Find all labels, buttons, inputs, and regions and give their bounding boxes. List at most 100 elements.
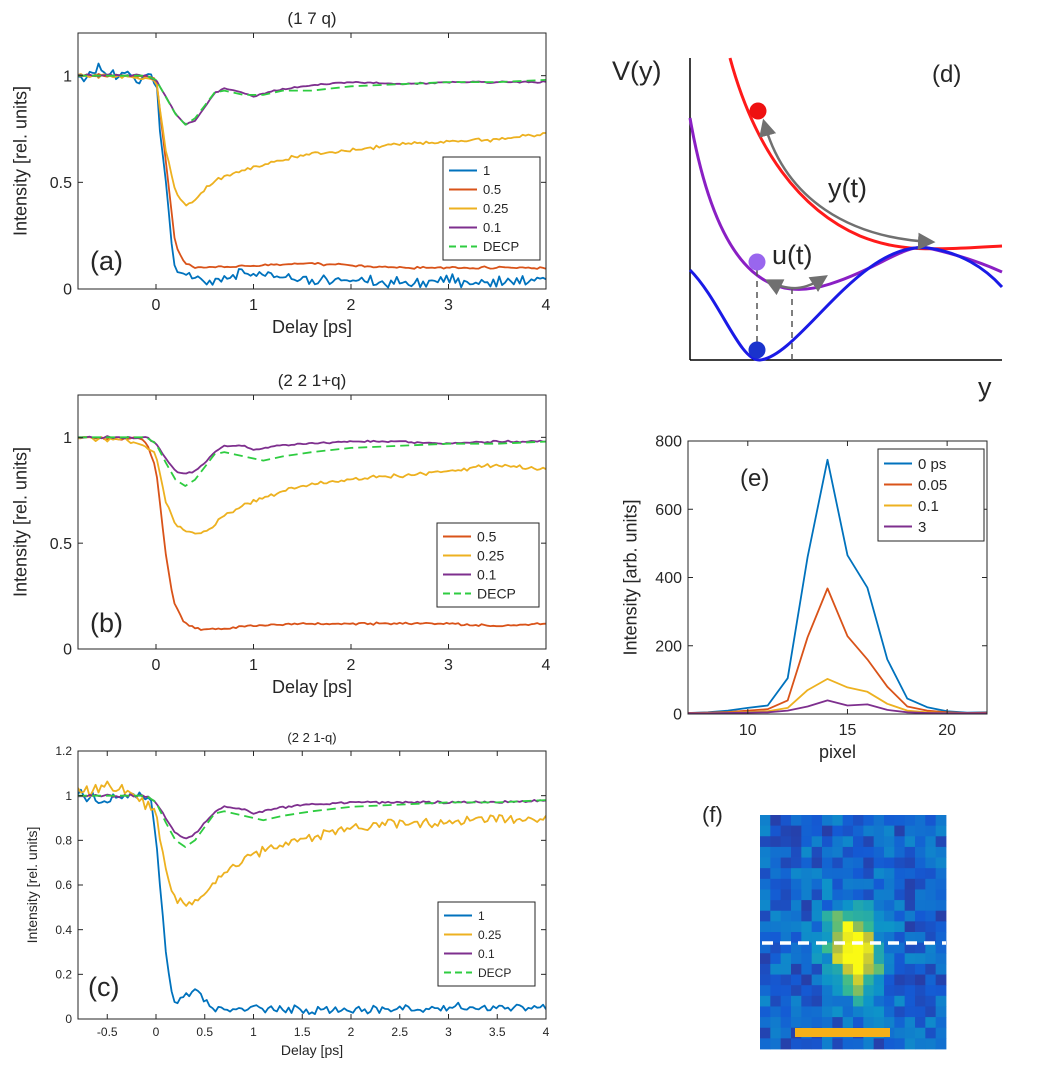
xlabel-b: Delay [ps] bbox=[272, 677, 352, 697]
series-line-b-0-25 bbox=[78, 436, 546, 535]
axes-frame-b bbox=[77, 394, 547, 650]
xtick-label-b: 4 bbox=[542, 657, 551, 674]
ytick-label-a: 1 bbox=[63, 68, 72, 85]
ylabel-e: Intensity [arb. units] bbox=[620, 499, 640, 655]
series-line-e-0-ps bbox=[688, 458, 987, 714]
legend-entry-c: DECP bbox=[478, 966, 511, 980]
chart-title-a: (1 7 q) bbox=[287, 9, 336, 28]
d-u-arrow bbox=[764, 275, 828, 296]
ylabel-a: Intensity [rel. units] bbox=[10, 86, 30, 236]
xtick-label-b: 2 bbox=[347, 657, 356, 674]
legend-entry-a: 0.1 bbox=[483, 220, 501, 235]
series-line-e-0-05 bbox=[688, 587, 987, 714]
legend-entry-a: 1 bbox=[483, 163, 490, 178]
series-line-c-DECP bbox=[78, 794, 546, 848]
ytick-label-c: 0 bbox=[65, 1012, 72, 1026]
ytick-label-e: 600 bbox=[655, 502, 682, 519]
series-line-a-1 bbox=[78, 62, 546, 289]
f-heatmap bbox=[760, 815, 947, 1050]
legend-entry-e: 3 bbox=[918, 519, 926, 536]
chart-title-c: (2 2 1-q) bbox=[287, 730, 336, 745]
series-line-c-1 bbox=[78, 788, 546, 1015]
xtick-label-e: 10 bbox=[739, 722, 757, 739]
legend-entry-c: 1 bbox=[478, 909, 485, 923]
legend-entry-b: 0.25 bbox=[477, 548, 504, 564]
series-line-b-0-5 bbox=[78, 436, 546, 631]
xtick-label-c: -0.5 bbox=[97, 1025, 118, 1039]
ytick-label-c: 1.2 bbox=[55, 744, 72, 758]
panel-d-diagram: V(y) (d) y(t) u(t) y bbox=[612, 56, 1004, 402]
xtick-label-c: 1 bbox=[250, 1025, 257, 1039]
ytick-label-a: 0 bbox=[63, 282, 72, 299]
xtick-label-e: 20 bbox=[938, 722, 956, 739]
legend-entry-a: DECP bbox=[483, 239, 519, 254]
ytick-label-c: 0.2 bbox=[55, 968, 72, 982]
series-line-a-0-1 bbox=[78, 73, 546, 126]
legend-e: 0 ps 0.05 0.1 3 bbox=[877, 448, 985, 542]
xtick-label-a: 2 bbox=[347, 297, 356, 314]
xtick-label-c: 3 bbox=[445, 1025, 452, 1039]
series-line-b-DECP bbox=[78, 436, 546, 487]
ytick-label-c: 1 bbox=[65, 789, 72, 803]
xtick-label-c: 3.5 bbox=[489, 1025, 506, 1039]
d-ut-label: u(t) bbox=[772, 240, 813, 270]
legend-entry-e: 0.1 bbox=[918, 498, 939, 515]
panel-label-b: (b) bbox=[90, 608, 123, 638]
ytick-label-b: 1 bbox=[63, 430, 72, 447]
legend-b: 0.5 0.25 0.1 DECP bbox=[436, 522, 540, 608]
xtick-label-b: 1 bbox=[249, 657, 258, 674]
d-y-label: y bbox=[978, 372, 992, 402]
d-vy-label: V(y) bbox=[612, 56, 662, 86]
ylabel-b: Intensity [rel. units] bbox=[10, 447, 30, 597]
chart-title-b: (2 2 1+q) bbox=[278, 371, 347, 390]
xtick-label-c: 0.5 bbox=[196, 1025, 213, 1039]
legend-entry-a: 0.25 bbox=[483, 201, 508, 216]
xtick-label-a: 3 bbox=[444, 297, 453, 314]
xtick-label-b: 3 bbox=[444, 657, 453, 674]
legend-entry-b: DECP bbox=[477, 586, 516, 602]
panel-label-e: (e) bbox=[740, 465, 769, 492]
panel-label-c: (c) bbox=[88, 972, 119, 1002]
xtick-label-a: 0 bbox=[152, 297, 161, 314]
xtick-label-c: 0 bbox=[153, 1025, 160, 1039]
f-scale-bar bbox=[795, 1028, 890, 1037]
ytick-label-c: 0.8 bbox=[55, 834, 72, 848]
xtick-label-c: 4 bbox=[543, 1025, 550, 1039]
ytick-label-c: 0.6 bbox=[55, 878, 72, 892]
legend-c: 1 0.25 0.1 DECP bbox=[437, 901, 536, 987]
legend-entry-b: 0.5 bbox=[477, 529, 497, 545]
d-blue-dot bbox=[748, 341, 766, 359]
ytick-label-b: 0 bbox=[63, 642, 72, 659]
legend-entry-e: 0 ps bbox=[918, 456, 946, 473]
series-line-c-0-25 bbox=[78, 780, 546, 907]
legend-entry-c: 0.25 bbox=[478, 928, 502, 942]
xtick-label-b: 0 bbox=[152, 657, 161, 674]
series-line-a-DECP bbox=[78, 74, 546, 126]
ytick-label-e: 0 bbox=[673, 707, 682, 724]
f-panel-label: (f) bbox=[702, 802, 723, 827]
axes-frame-a bbox=[77, 32, 547, 290]
series-line-a-0-25 bbox=[78, 73, 546, 207]
xtick-label-c: 1.5 bbox=[294, 1025, 311, 1039]
ytick-label-b: 0.5 bbox=[50, 536, 72, 553]
xtick-label-a: 1 bbox=[249, 297, 258, 314]
ytick-label-e: 200 bbox=[655, 638, 682, 655]
xtick-label-c: 2.5 bbox=[391, 1025, 408, 1039]
legend-entry-e: 0.05 bbox=[918, 477, 947, 494]
panel-a-chart: 0 1 2 3 4 0 0.5 1 (1 7 q) Delay [ps] Intensity [re… bbox=[10, 9, 550, 337]
xtick-label-e: 15 bbox=[839, 722, 857, 739]
d-purple-dot bbox=[748, 253, 766, 271]
ytick-label-c: 0.4 bbox=[55, 923, 72, 937]
d-panel-label: (d) bbox=[932, 61, 961, 88]
d-yt-label: y(t) bbox=[828, 173, 867, 203]
series-line-b-0-1 bbox=[78, 435, 546, 475]
legend-entry-a: 0.5 bbox=[483, 182, 501, 197]
panel-c-chart: -0.5 0 0.5 1 1.5 2 2.5 3 3.5 4 0 0.2 0.4 0.6 0.8 1 1.2 (2… bbox=[24, 730, 550, 1058]
legend-entry-c: 0.1 bbox=[478, 947, 495, 961]
d-y-arrow bbox=[759, 118, 936, 251]
panel-b-chart: 0 1 2 3 4 0 0.5 1 (2 2 1+q) Delay [ps] Intensity [… bbox=[10, 371, 550, 697]
xtick-label-a: 4 bbox=[542, 297, 551, 314]
panel-f-image: (f) bbox=[702, 802, 947, 1050]
